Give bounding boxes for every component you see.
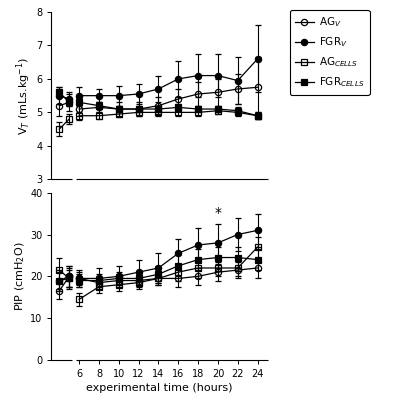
Text: *: *	[214, 206, 222, 220]
Y-axis label: PIP (cmH$_2$O): PIP (cmH$_2$O)	[13, 242, 27, 311]
Legend: AG$_V$, FGR$_V$, AG$_{CELLS}$, FGR$_{CELLS}$: AG$_V$, FGR$_V$, AG$_{CELLS}$, FGR$_{CEL…	[290, 10, 370, 95]
X-axis label: experimental time (hours): experimental time (hours)	[86, 383, 233, 393]
Y-axis label: V$_T$ (mLs.kg$^{-1}$): V$_T$ (mLs.kg$^{-1}$)	[15, 57, 33, 134]
